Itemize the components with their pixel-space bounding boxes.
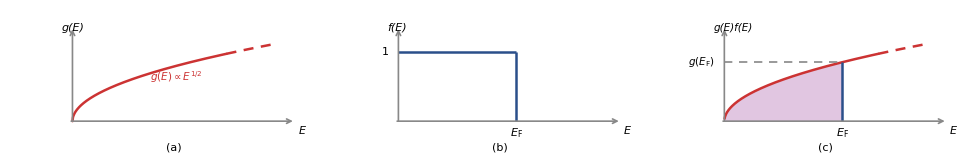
Text: g(E)f(E): g(E)f(E): [713, 23, 753, 33]
Text: $E_\mathrm{F}$: $E_\mathrm{F}$: [510, 126, 522, 140]
Text: E: E: [624, 126, 631, 136]
Text: $g(E_\mathrm{F})$: $g(E_\mathrm{F})$: [688, 55, 716, 69]
Text: (a): (a): [166, 142, 182, 152]
Text: $g(E) \propto E^{1/2}$: $g(E) \propto E^{1/2}$: [150, 69, 202, 85]
Text: f(E): f(E): [387, 23, 407, 33]
Polygon shape: [724, 62, 843, 121]
Text: E: E: [950, 126, 957, 136]
Text: E: E: [298, 126, 305, 136]
Text: g(E): g(E): [61, 23, 84, 33]
Text: (c): (c): [819, 142, 833, 152]
Text: $E_\mathrm{F}$: $E_\mathrm{F}$: [835, 126, 849, 140]
Text: (b): (b): [492, 142, 508, 152]
Text: 1: 1: [383, 47, 389, 57]
